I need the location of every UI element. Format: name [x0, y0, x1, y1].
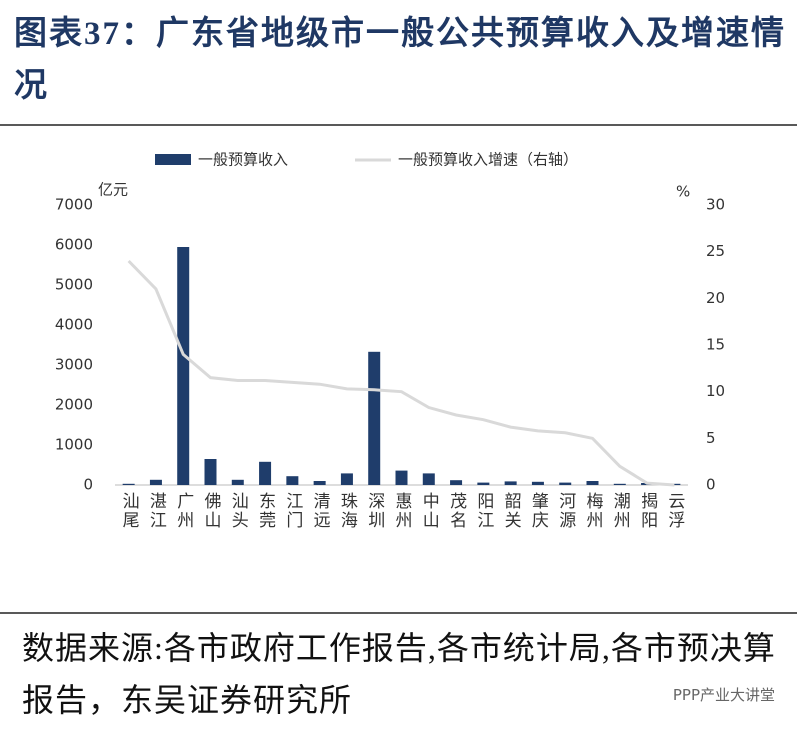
y-tick-label: 4000 [55, 316, 93, 334]
bar [313, 481, 326, 485]
x-tick-label: 茂名 [446, 492, 467, 530]
bar [368, 351, 381, 485]
bar [422, 473, 435, 485]
y2-tick-label: 20 [706, 289, 725, 307]
legend-label: 一般预算收入增速（右轴） [398, 151, 578, 169]
x-tick-label: 汕头 [228, 492, 249, 530]
bar [177, 247, 190, 485]
legend-swatch [155, 154, 191, 165]
x-tick-label: 肇庆 [528, 492, 549, 530]
x-tick-label: 中山 [419, 492, 439, 530]
x-tick-label: 东莞 [255, 492, 276, 530]
y2-tick-label: 5 [706, 429, 716, 447]
source: 数据来源:各市政府工作报告,各市统计局,各市预决算报告，东吴证券研究所 [22, 630, 776, 718]
y-tick-label: 7000 [55, 196, 93, 214]
bar [450, 480, 463, 485]
bar [204, 459, 217, 485]
y2-tick-label: 25 [706, 242, 725, 260]
x-tick-label: 阳江 [473, 492, 494, 530]
x-tick-label: 潮州 [610, 492, 631, 530]
title: 图表37：广东省地级市一般公共预算收入及增速情况 [14, 16, 786, 104]
bar [122, 483, 135, 485]
y-tick-label: 3000 [55, 356, 93, 374]
x-tick-label: 河源 [555, 492, 576, 530]
watermark: PPP产业大讲堂 [672, 686, 775, 704]
y2-tick-label: 0 [706, 476, 716, 494]
bar [477, 482, 490, 485]
y-tick-label: 1000 [55, 436, 93, 454]
x-tick-label: 韶关 [501, 492, 521, 530]
x-tick-label: 清远 [310, 492, 331, 530]
bar [531, 481, 544, 485]
x-tick-label: 广州 [173, 492, 194, 530]
bar [259, 461, 272, 485]
y-tick-label: 5000 [55, 276, 93, 294]
y2-axis-label: % [676, 183, 690, 201]
y-tick-label: 0 [83, 476, 93, 494]
x-tick-label: 汕尾 [119, 492, 140, 530]
x-tick-label: 云浮 [664, 492, 685, 530]
legend-label: 一般预算收入 [198, 151, 288, 169]
y2-tick-label: 15 [706, 336, 725, 354]
bar [613, 483, 626, 485]
bar [586, 481, 599, 485]
y2-tick-label: 10 [706, 382, 725, 400]
y-tick-label: 2000 [55, 396, 93, 414]
x-tick-label: 梅州 [583, 492, 604, 530]
x-tick-label: 珠海 [337, 492, 358, 530]
bar [395, 470, 408, 485]
x-tick-label: 惠州 [392, 492, 413, 530]
x-tick-label: 湛江 [146, 492, 167, 530]
bar [286, 476, 299, 485]
y2-tick-label: 30 [706, 196, 725, 214]
bar [504, 481, 517, 485]
bar [340, 473, 353, 485]
x-tick-label: 佛山 [201, 492, 222, 530]
bar [559, 482, 572, 485]
bar [149, 479, 162, 485]
x-tick-label: 揭阳 [637, 492, 658, 530]
x-tick-label: 江门 [282, 492, 303, 530]
bar [231, 479, 244, 485]
line [127, 259, 675, 487]
x-tick-label: 深圳 [364, 492, 385, 530]
y-tick-label: 6000 [55, 236, 93, 254]
y-axis-label: 亿元 [98, 181, 128, 199]
